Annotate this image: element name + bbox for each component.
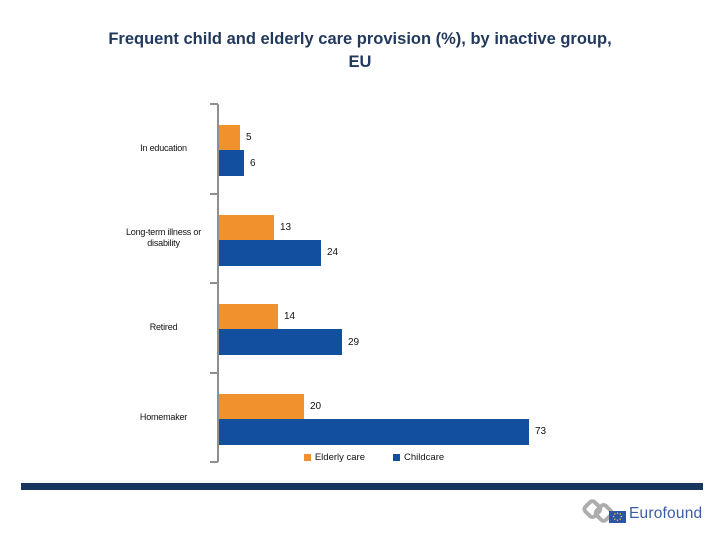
legend-label: Elderly care <box>314 451 366 463</box>
chart-title-line1: Frequent child and elderly care provisio… <box>108 30 612 48</box>
category-label: Retired <box>149 322 178 333</box>
eurofound-logo: Eurofound <box>581 494 713 532</box>
legend-label: Childcare <box>404 451 445 463</box>
legend-item: Childcare <box>393 452 444 463</box>
category-label: In education <box>140 143 187 154</box>
bar-value-label: 29 <box>348 336 360 348</box>
axis-tick <box>210 103 218 105</box>
footer-divider <box>21 483 703 490</box>
legend-item: Elderly care <box>303 451 366 463</box>
category-label: Homemaker <box>139 411 188 422</box>
chain-links-icon <box>582 499 614 523</box>
childcare-bar <box>219 329 342 355</box>
axis-tick <box>210 371 218 374</box>
bar-value-label: 20 <box>310 400 322 412</box>
chart-title: Frequent child and elderly care provisio… <box>20 28 700 74</box>
bar-value-label: 73 <box>535 426 547 437</box>
childcare-bar <box>219 418 529 445</box>
category-label: Long-term illness or disability <box>125 227 202 249</box>
legend-swatch-icon <box>393 453 401 461</box>
eu-flag-icon <box>609 511 626 523</box>
bar-value-label: 14 <box>284 311 296 322</box>
axis-tick <box>210 282 218 284</box>
category-axis-line <box>217 104 219 462</box>
elderly-care-bar <box>219 214 274 240</box>
bar-value-label: 24 <box>327 247 339 258</box>
elderly-care-bar <box>219 393 304 419</box>
chart-legend: Elderly care Childcare <box>218 449 530 465</box>
childcare-bar <box>219 239 321 266</box>
bar-value-label: 6 <box>250 157 256 169</box>
legend-swatch-icon <box>303 453 311 461</box>
axis-tick <box>210 461 218 463</box>
axis-tick <box>210 192 218 195</box>
elderly-care-bar <box>219 304 278 329</box>
elderly-care-bar <box>219 125 240 150</box>
bar-value-label: 13 <box>280 221 292 233</box>
childcare-bar <box>219 150 244 176</box>
bar-value-label: 5 <box>246 132 252 143</box>
eurofound-logo-text: Eurofound <box>629 505 703 522</box>
chart-title-line2: EU <box>348 53 372 71</box>
